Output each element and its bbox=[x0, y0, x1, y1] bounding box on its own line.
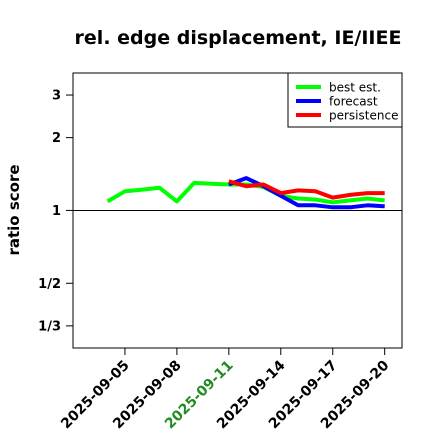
y-tick-label: 1/3 bbox=[38, 319, 61, 334]
y-axis-label: ratio score bbox=[5, 164, 23, 255]
y-tick-label: 1/2 bbox=[38, 277, 61, 292]
series-layer bbox=[106, 176, 385, 210]
legend-label: persistence bbox=[329, 109, 398, 123]
series-line-forecast bbox=[228, 176, 385, 210]
series-line-persistence bbox=[228, 179, 385, 200]
chart-title: rel. edge displacement, IE/IIEE bbox=[75, 27, 402, 49]
legend-label: forecast bbox=[329, 95, 378, 109]
legend-label: best est. bbox=[329, 81, 381, 95]
y-tick-label: 1 bbox=[52, 204, 61, 219]
y-axis: 1/3 1/2 1 2 3 bbox=[38, 89, 73, 334]
x-axis: 2025-09-052025-09-082025-09-112025-09-14… bbox=[58, 348, 393, 432]
y-tick-label: 3 bbox=[52, 89, 61, 104]
y-tick-label: 2 bbox=[52, 131, 61, 146]
